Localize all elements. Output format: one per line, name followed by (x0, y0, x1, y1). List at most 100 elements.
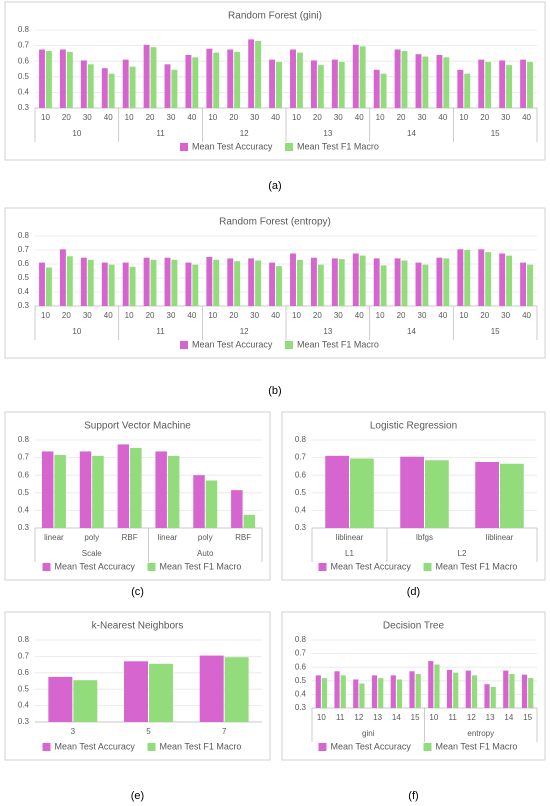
bar (108, 73, 115, 108)
bar (401, 260, 408, 306)
bar (101, 262, 108, 306)
bar (234, 261, 241, 306)
bar (39, 49, 45, 108)
bar (45, 51, 52, 108)
bar (464, 73, 471, 108)
bar (39, 262, 45, 306)
y-tick-label: 0.6 (18, 56, 30, 65)
bar (227, 258, 234, 306)
bar (506, 65, 513, 108)
x-tick-label: 30 (167, 311, 176, 320)
chart-title: Random Forest (gini) (228, 11, 322, 22)
bar (296, 259, 303, 306)
bar (41, 451, 54, 528)
chart-title: Logistic Regression (370, 421, 457, 432)
bar (506, 255, 513, 306)
bar (167, 455, 180, 528)
chart-frame (4, 611, 271, 761)
bar (315, 675, 321, 708)
legend-swatch (285, 341, 293, 349)
bar (503, 670, 509, 708)
bar (340, 675, 346, 708)
x-tick-label: 40 (522, 113, 531, 122)
panel-label: (e) (131, 790, 144, 802)
chart-title: Support Vector Machine (84, 421, 191, 432)
bar (457, 69, 464, 108)
x-tick-label: 40 (355, 311, 364, 320)
y-tick-label: 0.7 (295, 453, 307, 462)
bar (171, 259, 178, 306)
x-tick-label: poly (84, 533, 99, 542)
bar (378, 678, 384, 708)
x-tick-label: 20 (480, 311, 489, 320)
legend-label: Mean Test F1 Macro (297, 339, 379, 349)
legend-label: Mean Test F1 Macro (160, 741, 242, 751)
x-tick-label: 10 (317, 713, 326, 722)
x-tick-label: poly (198, 533, 213, 542)
bar (79, 451, 92, 528)
bar (520, 59, 527, 108)
bar (185, 54, 192, 108)
y-tick-label: 0.7 (18, 652, 30, 661)
x-tick-label: 10 (41, 311, 50, 320)
bar (108, 264, 115, 306)
panel-label: (f) (408, 790, 418, 802)
bar (150, 259, 157, 306)
bar (255, 40, 262, 108)
bar (380, 73, 387, 108)
chart-frame (4, 207, 546, 359)
bar (87, 259, 94, 306)
bar (255, 260, 262, 306)
chart-frame (281, 611, 546, 761)
x-tick-label: 40 (271, 113, 280, 122)
bar (124, 661, 148, 722)
bar (434, 664, 440, 708)
bar (54, 454, 66, 528)
bar (92, 455, 104, 528)
y-tick-label: 0.3 (18, 301, 30, 310)
bar (213, 259, 220, 306)
x-tick-label: 30 (167, 113, 176, 122)
panel-label: (a) (268, 180, 281, 192)
bar (509, 674, 515, 708)
bar (478, 59, 485, 108)
group-label: 15 (491, 327, 500, 336)
chart-title: Random Forest (entropy) (219, 217, 331, 228)
x-tick-label: 10 (459, 113, 468, 122)
legend-swatch (285, 143, 293, 151)
x-tick-label: 15 (411, 713, 420, 722)
legend-label: Mean Test F1 Macro (436, 561, 518, 571)
bar (101, 68, 108, 108)
x-tick-label: 30 (250, 311, 259, 320)
bar (394, 258, 401, 306)
bar (48, 676, 73, 722)
x-tick-label: linear (158, 533, 178, 542)
x-tick-label: linear (44, 533, 64, 542)
bar (205, 480, 218, 528)
bar (390, 675, 396, 708)
bar (243, 514, 256, 528)
bar (527, 61, 533, 108)
bar (199, 655, 224, 722)
bar (401, 51, 408, 108)
y-tick-label: 0.7 (18, 41, 30, 50)
legend-swatch (180, 143, 188, 151)
bar (338, 61, 345, 108)
y-tick-label: 0.5 (18, 684, 30, 693)
x-tick-label: 20 (62, 311, 71, 320)
x-tick-label: 12 (354, 713, 363, 722)
x-tick-label: 30 (83, 311, 92, 320)
x-tick-label: 20 (229, 113, 238, 122)
bar (443, 57, 450, 108)
legend-swatch (318, 563, 327, 571)
bar (227, 49, 234, 108)
y-tick-label: 0.3 (18, 103, 30, 112)
group-label: 13 (323, 129, 332, 138)
x-tick-label: 20 (397, 113, 406, 122)
group-label: L1 (345, 549, 354, 558)
legend-swatch (42, 563, 51, 571)
bar (353, 679, 359, 708)
bar (192, 264, 199, 306)
y-tick-label: 0.4 (295, 506, 307, 515)
